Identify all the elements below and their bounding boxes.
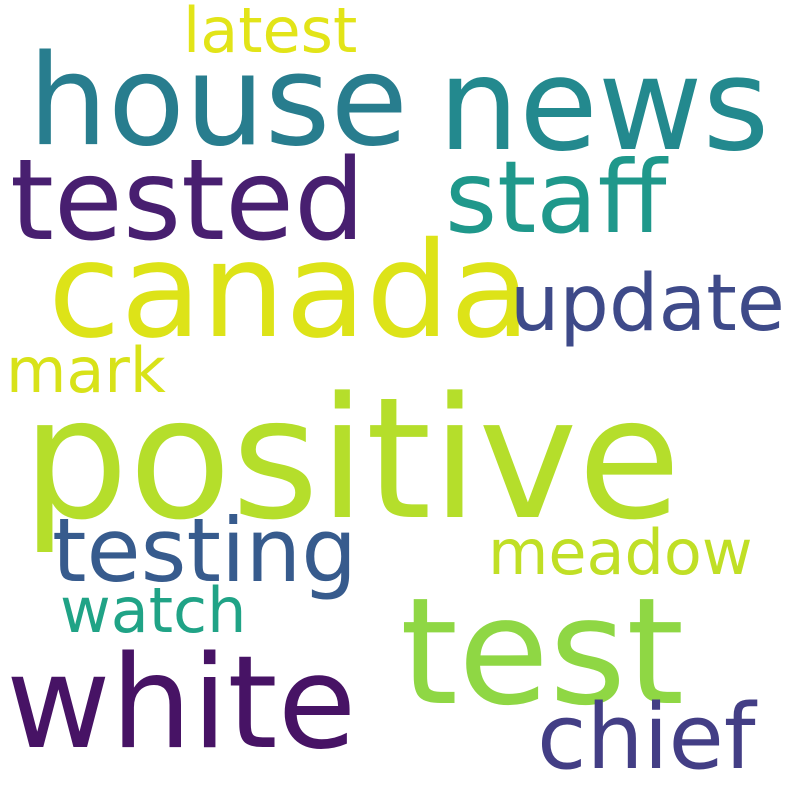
word-meadow: meadow [488,516,753,589]
word-latest: latest [183,0,358,67]
word-test: test [400,566,685,738]
word-watch: watch [60,574,247,647]
word-chief: chief [537,685,756,790]
word-canada: canada [48,214,531,368]
word-white: white [6,629,357,778]
word-house: house [28,27,408,174]
word-staff: staff [445,139,667,256]
word-positive: positive [22,361,681,557]
word-tested: tested [10,136,366,266]
word-testing: testing [52,499,358,602]
word-news: news [438,31,770,180]
word-mark: mark [6,334,166,407]
word-update: update [510,259,785,349]
